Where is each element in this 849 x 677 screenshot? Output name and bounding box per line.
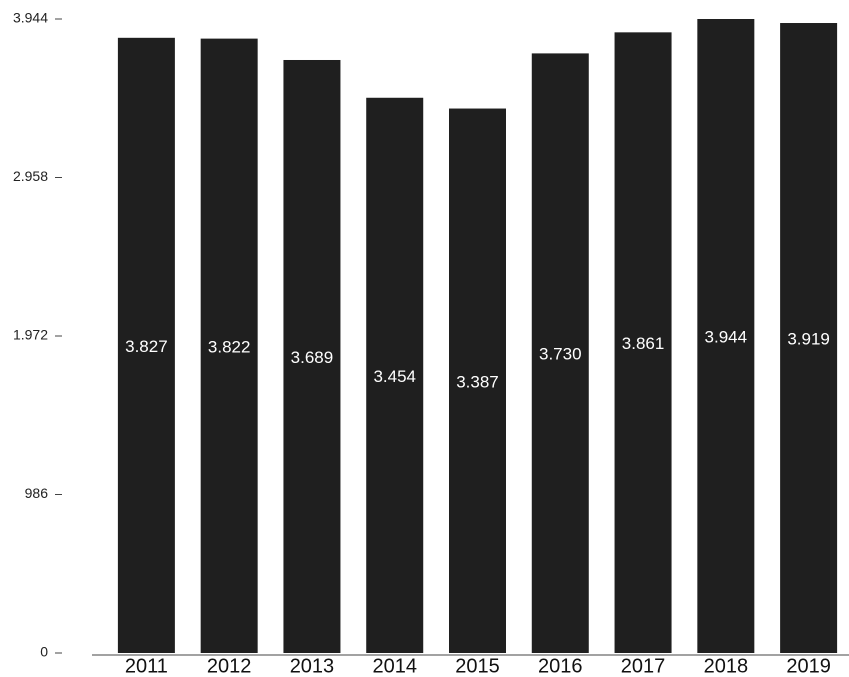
bar [117,37,175,654]
value-label: 3.861 [622,334,665,353]
x-tick-label: 2012 [207,655,252,677]
y-tick-label: 0 [40,644,48,660]
bar [283,59,341,653]
value-label: 3.387 [456,372,499,391]
y-tick-label: 2.958 [13,168,48,184]
value-label: 3.454 [373,367,416,386]
x-tick-label: 2017 [621,655,666,677]
y-tick-label: 986 [25,485,49,501]
bar [614,32,672,654]
x-tick-label: 2015 [455,655,500,677]
value-label: 3.689 [291,348,334,367]
y-tick-label: 3.944 [13,10,48,26]
bar [531,53,589,653]
x-tick-label: 2016 [538,655,583,677]
value-label: 3.827 [125,337,168,356]
value-label: 3.730 [539,345,582,364]
bar [200,38,258,653]
bar [366,97,424,653]
value-label: 3.919 [787,329,830,348]
y-tick-label: 1.972 [13,327,48,343]
x-tick-label: 2018 [704,655,749,677]
x-tick-label: 2011 [125,655,168,677]
bar [697,19,755,653]
x-tick-label: 2019 [786,655,831,677]
x-tick-label: 2013 [290,655,335,677]
bar [780,23,838,654]
value-label: 3.944 [705,327,748,346]
bar [449,108,506,654]
value-label: 3.822 [208,337,251,356]
x-tick-label: 2014 [372,655,417,677]
